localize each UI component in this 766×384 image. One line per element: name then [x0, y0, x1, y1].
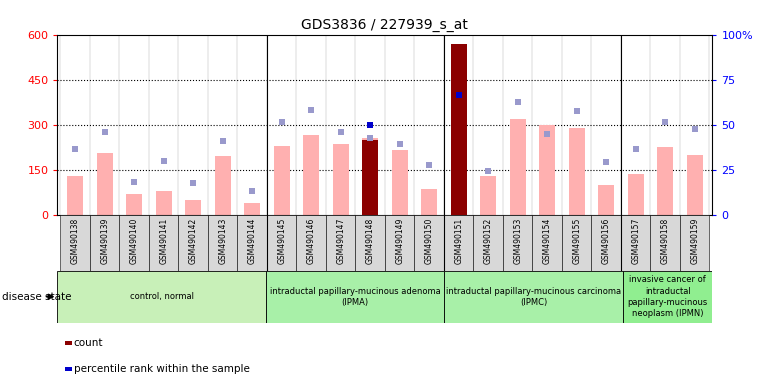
Bar — [450, 44, 466, 215]
FancyBboxPatch shape — [623, 271, 712, 323]
Text: GSM490156: GSM490156 — [601, 218, 611, 264]
Text: GSM490158: GSM490158 — [661, 218, 669, 264]
FancyBboxPatch shape — [178, 215, 208, 271]
Text: GSM490141: GSM490141 — [159, 218, 169, 264]
Bar — [67, 176, 83, 215]
FancyBboxPatch shape — [562, 215, 591, 271]
Text: GSM490145: GSM490145 — [277, 218, 286, 264]
FancyBboxPatch shape — [61, 215, 90, 271]
FancyBboxPatch shape — [90, 215, 119, 271]
Text: GSM490140: GSM490140 — [129, 218, 139, 264]
Text: GSM490138: GSM490138 — [70, 218, 80, 264]
Text: GSM490155: GSM490155 — [572, 218, 581, 264]
FancyBboxPatch shape — [532, 215, 562, 271]
Bar — [303, 135, 319, 215]
Text: invasive cancer of
intraductal
papillary-mucinous
neoplasm (IPMN): invasive cancer of intraductal papillary… — [627, 275, 708, 318]
Text: GSM490153: GSM490153 — [513, 218, 522, 264]
Text: GSM490151: GSM490151 — [454, 218, 463, 264]
Bar — [185, 200, 201, 215]
Bar — [332, 144, 349, 215]
Bar — [97, 153, 113, 215]
FancyBboxPatch shape — [621, 215, 650, 271]
Title: GDS3836 / 227939_s_at: GDS3836 / 227939_s_at — [302, 18, 468, 32]
FancyBboxPatch shape — [444, 271, 623, 323]
Text: GSM490146: GSM490146 — [306, 218, 316, 264]
Bar — [273, 146, 290, 215]
FancyBboxPatch shape — [503, 215, 532, 271]
Text: GSM490144: GSM490144 — [247, 218, 257, 264]
Bar — [686, 155, 702, 215]
Text: GSM490159: GSM490159 — [690, 218, 699, 264]
FancyBboxPatch shape — [355, 215, 385, 271]
Text: GSM490139: GSM490139 — [100, 218, 109, 264]
FancyBboxPatch shape — [444, 215, 473, 271]
Text: GSM490152: GSM490152 — [483, 218, 493, 264]
Text: GSM490147: GSM490147 — [336, 218, 345, 264]
Text: GSM490148: GSM490148 — [365, 218, 375, 264]
FancyBboxPatch shape — [57, 271, 266, 323]
Bar — [65, 341, 72, 344]
FancyBboxPatch shape — [237, 215, 267, 271]
Text: intraductal papillary-mucinous carcinoma
(IPMC): intraductal papillary-mucinous carcinoma… — [447, 286, 621, 307]
FancyBboxPatch shape — [267, 215, 296, 271]
Bar — [421, 189, 437, 215]
FancyBboxPatch shape — [385, 215, 414, 271]
Text: GSM490142: GSM490142 — [188, 218, 198, 264]
FancyBboxPatch shape — [473, 215, 503, 271]
FancyBboxPatch shape — [208, 215, 237, 271]
Bar — [539, 125, 555, 215]
Text: GSM490157: GSM490157 — [631, 218, 640, 264]
FancyBboxPatch shape — [266, 271, 444, 323]
FancyBboxPatch shape — [326, 215, 355, 271]
Bar — [244, 203, 260, 215]
Bar — [509, 119, 525, 215]
FancyBboxPatch shape — [414, 215, 444, 271]
Bar — [391, 151, 408, 215]
FancyBboxPatch shape — [680, 215, 709, 271]
Bar — [362, 138, 378, 215]
Bar — [568, 128, 584, 215]
Bar — [362, 140, 378, 215]
Text: GSM490154: GSM490154 — [542, 218, 552, 264]
Text: GSM490150: GSM490150 — [424, 218, 434, 264]
FancyBboxPatch shape — [591, 215, 621, 271]
Text: percentile rank within the sample: percentile rank within the sample — [74, 364, 250, 374]
Text: disease state: disease state — [2, 291, 72, 302]
FancyBboxPatch shape — [650, 215, 680, 271]
Text: count: count — [74, 338, 103, 348]
Text: GSM490143: GSM490143 — [218, 218, 228, 264]
Bar — [657, 147, 673, 215]
Bar — [155, 191, 172, 215]
Text: control, normal: control, normal — [129, 292, 194, 301]
Bar — [65, 367, 72, 371]
Bar — [126, 194, 142, 215]
Text: intraductal papillary-mucinous adenoma
(IPMA): intraductal papillary-mucinous adenoma (… — [270, 286, 440, 307]
Bar — [214, 156, 231, 215]
Bar — [627, 174, 643, 215]
FancyBboxPatch shape — [119, 215, 149, 271]
Bar — [480, 176, 496, 215]
Text: GSM490149: GSM490149 — [395, 218, 404, 264]
FancyBboxPatch shape — [296, 215, 326, 271]
Bar — [598, 185, 614, 215]
FancyBboxPatch shape — [149, 215, 178, 271]
